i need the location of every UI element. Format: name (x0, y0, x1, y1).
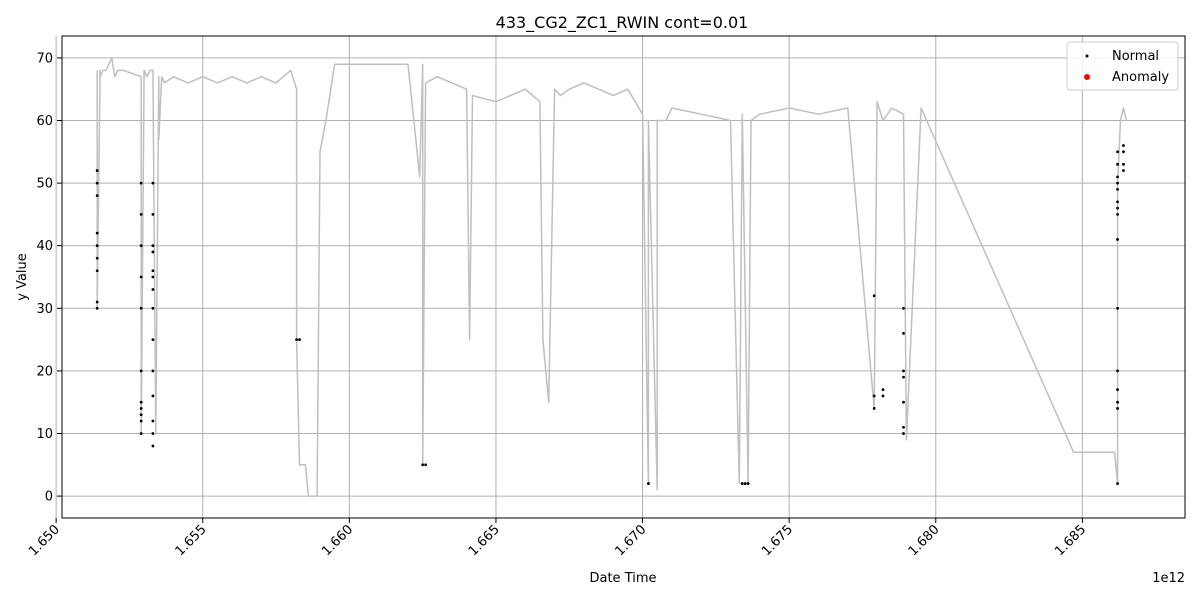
normal-point (95, 181, 99, 185)
normal-point (902, 331, 905, 335)
normal-point (151, 338, 155, 341)
normal-point (1116, 369, 1119, 373)
normal-point (1116, 200, 1119, 204)
normal-point (1116, 175, 1119, 179)
normal-point (139, 400, 143, 404)
normal-point (1122, 150, 1125, 154)
normal-point (881, 388, 885, 392)
legend-normal-marker (1085, 54, 1089, 58)
grid-lines (55, 36, 1185, 518)
y-tick-label: 60 (36, 114, 53, 129)
y-tick-label: 0 (45, 490, 53, 505)
normal-point (139, 244, 143, 248)
normal-point (151, 213, 155, 216)
normal-point (1116, 181, 1119, 185)
legend: Normal Anomaly (1066, 41, 1179, 91)
normal-point (872, 394, 876, 398)
normal-point (1116, 213, 1119, 216)
normal-point (151, 432, 155, 435)
normal-point (424, 463, 427, 467)
normal-point (139, 275, 143, 279)
normal-point (95, 306, 99, 310)
normal-point (151, 275, 155, 279)
y-axis-label: y Value (15, 253, 30, 301)
normal-point (1116, 482, 1119, 485)
normal-point (1122, 144, 1125, 147)
normal-point (902, 400, 905, 404)
y-tick-label: 50 (36, 177, 53, 192)
normal-point (902, 306, 905, 310)
normal-point (151, 306, 155, 310)
normal-point (1116, 388, 1119, 392)
normal-point (151, 394, 155, 398)
x-axis-offset-label: 1e12 (1152, 571, 1185, 586)
x-axis-label: Date Time (589, 571, 656, 586)
legend-anomaly-label: Anomaly (1112, 70, 1169, 85)
normal-point (151, 444, 155, 448)
y-axis-ticks: 0 10 20 30 40 50 60 70 (36, 51, 62, 505)
normal-point (902, 369, 905, 373)
normal-point (1116, 150, 1119, 154)
normal-point (1122, 169, 1125, 172)
legend-box (1066, 41, 1179, 91)
normal-point (95, 169, 99, 172)
series-line-layer (96, 57, 1128, 497)
normal-point (647, 482, 650, 485)
normal-point (1116, 162, 1119, 166)
normal-point (298, 338, 301, 341)
normal-point (95, 269, 99, 273)
series-line (96, 57, 1128, 497)
normal-point (151, 250, 155, 254)
normal-point (1116, 187, 1119, 191)
normal-point (902, 425, 905, 429)
scatter-points-layer (95, 144, 1125, 485)
normal-point (139, 181, 143, 185)
normal-point (743, 482, 747, 485)
normal-point (872, 407, 876, 410)
legend-normal-label: Normal (1112, 49, 1159, 64)
plot-frame (61, 35, 1186, 519)
normal-point (151, 181, 155, 185)
normal-point (151, 288, 155, 291)
normal-point (881, 394, 885, 398)
normal-point (139, 407, 143, 410)
normal-point (1122, 162, 1125, 166)
normal-point (95, 244, 99, 248)
normal-point (1116, 400, 1119, 404)
normal-point (139, 413, 143, 417)
y-tick-label: 30 (36, 302, 53, 317)
y-tick-label: 70 (36, 51, 53, 66)
normal-point (95, 300, 99, 304)
normal-point (151, 369, 155, 373)
normal-point (872, 294, 876, 298)
normal-point (95, 256, 99, 260)
normal-point (139, 419, 143, 423)
normal-point (421, 463, 425, 467)
normal-point (139, 213, 143, 216)
normal-point (746, 482, 750, 485)
normal-point (151, 244, 155, 248)
legend-anomaly-marker (1084, 74, 1090, 80)
y-tick-label: 40 (36, 239, 53, 254)
normal-point (151, 269, 155, 273)
normal-point (139, 369, 143, 373)
normal-point (902, 375, 905, 379)
normal-point (295, 338, 298, 341)
normal-point (139, 432, 143, 435)
normal-point (95, 194, 99, 198)
y-tick-label: 10 (36, 427, 53, 442)
normal-point (740, 482, 744, 485)
chart-title: 433_CG2_ZC1_RWIN cont=0.01 (496, 13, 749, 33)
normal-point (151, 419, 155, 423)
normal-point (139, 306, 143, 310)
normal-point (1116, 306, 1119, 310)
normal-point (1116, 206, 1119, 210)
normal-point (902, 432, 905, 435)
y-tick-label: 20 (36, 364, 53, 379)
normal-point (95, 231, 99, 235)
normal-point (1116, 238, 1119, 241)
normal-point (1116, 407, 1119, 410)
